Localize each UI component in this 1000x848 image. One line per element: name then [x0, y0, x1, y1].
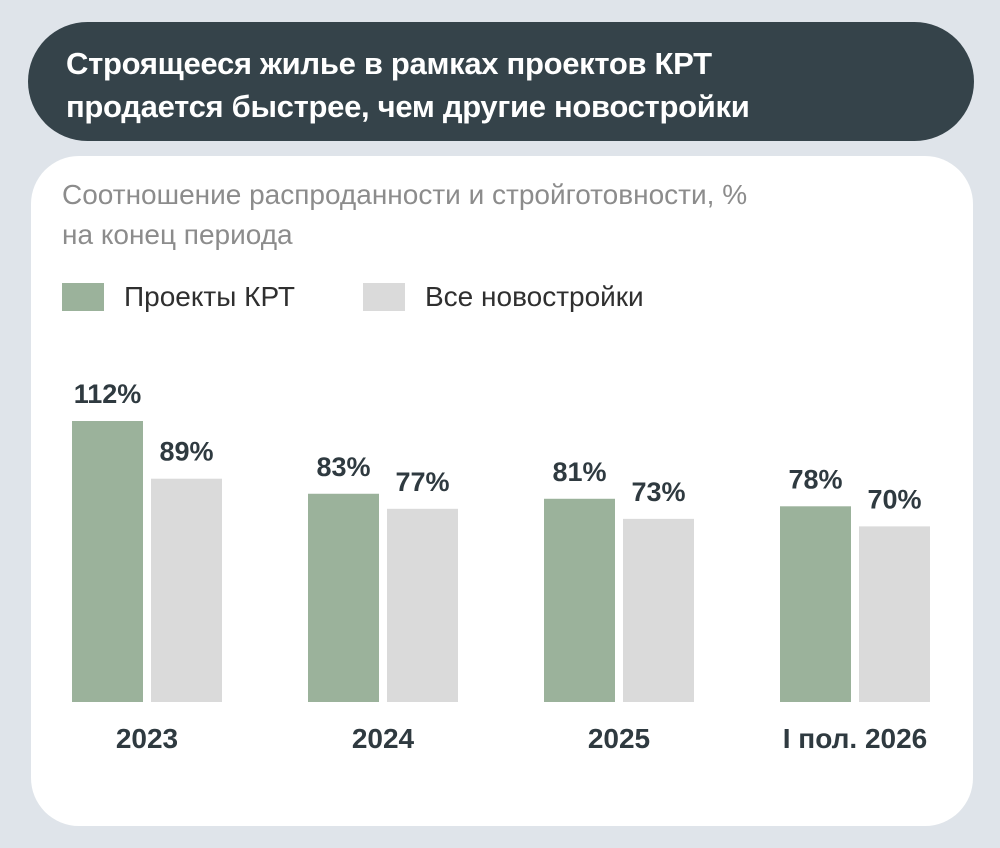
- bar-all-1: [387, 508, 458, 702]
- bar-all-3: [859, 526, 930, 702]
- value-label-krt-3: 78%: [788, 464, 842, 494]
- legend-item-krt: Проекты КРТ: [62, 283, 295, 311]
- bar-krt-1: [308, 493, 379, 702]
- category-label-3: I пол. 2026: [783, 723, 928, 754]
- value-label-krt-2: 81%: [552, 457, 606, 487]
- legend-label-all: Все новостройки: [425, 281, 644, 312]
- legend-swatch-krt: [62, 283, 104, 311]
- chart-title-line: Соотношение распроданности и стройготовн…: [62, 179, 748, 210]
- category-label-1: 2024: [352, 723, 415, 754]
- category-label-0: 2023: [116, 723, 178, 754]
- legend-label-krt: Проекты КРТ: [124, 281, 295, 312]
- bar-all-0: [151, 478, 222, 702]
- bar-krt-2: [544, 498, 615, 702]
- bar-all-2: [623, 518, 694, 702]
- chart-subtitle-line: на конец периода: [62, 219, 293, 250]
- legend-swatch-all: [363, 283, 405, 311]
- bar-krt-3: [780, 506, 851, 702]
- headline-line-1: Строящееся жилье в рамках проектов КРТ: [66, 46, 712, 81]
- value-label-all-0: 89%: [159, 437, 213, 467]
- bar-krt-0: [72, 421, 143, 702]
- value-label-krt-1: 83%: [316, 452, 370, 482]
- header-banner: Строящееся жилье в рамках проектов КРТ п…: [28, 22, 974, 141]
- headline-line-2: продается быстрее, чем другие новостройк…: [66, 89, 750, 124]
- value-label-all-3: 70%: [867, 484, 921, 514]
- value-label-all-1: 77%: [395, 467, 449, 497]
- chart-title: Соотношение распроданности и стройготовн…: [62, 175, 747, 255]
- value-label-all-2: 73%: [631, 477, 685, 507]
- legend-item-all: Все новостройки: [363, 283, 644, 311]
- category-label-2: 2025: [588, 723, 650, 754]
- value-label-krt-0: 112%: [74, 379, 142, 409]
